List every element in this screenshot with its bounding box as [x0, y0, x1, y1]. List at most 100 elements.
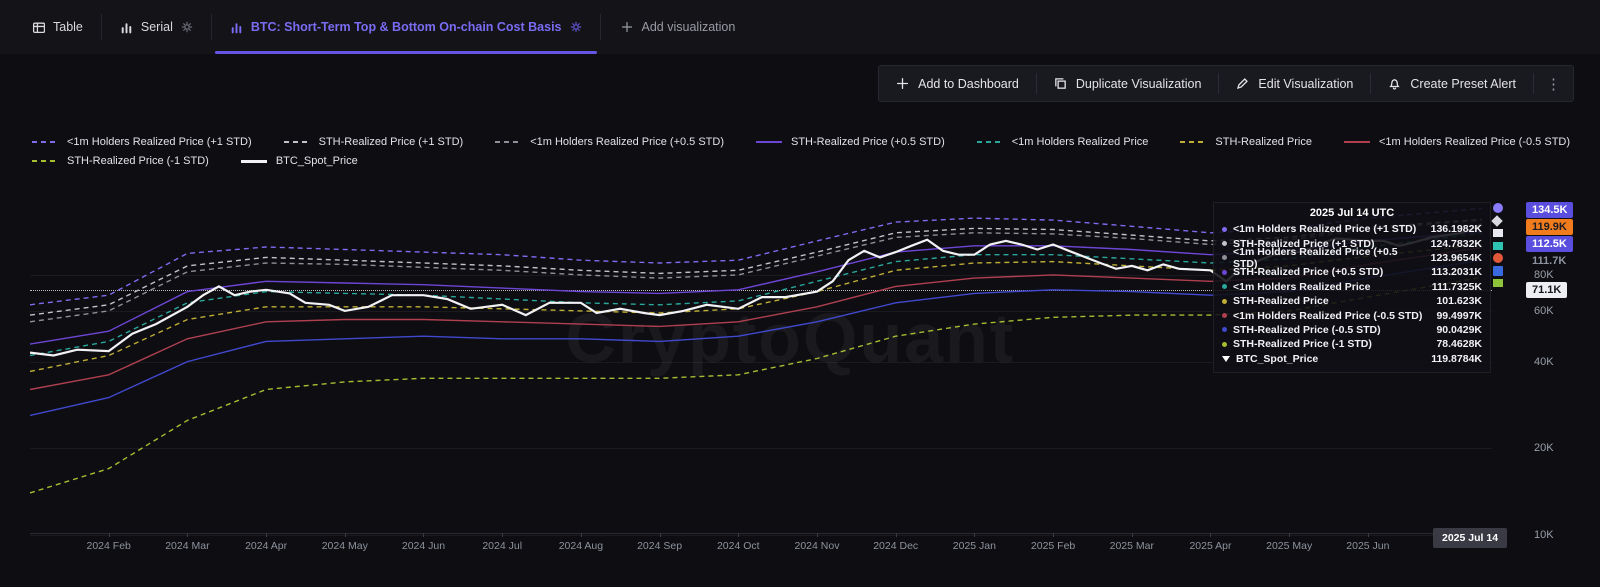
tooltip-row: <1m Holders Realized Price 111.7325K — [1222, 280, 1482, 294]
legend-item[interactable]: STH-Realized Price (+1 STD) — [283, 136, 463, 148]
bell-icon — [1388, 77, 1401, 90]
chart-legend: <1m Holders Realized Price (+1 STD) STH-R… — [32, 136, 1600, 167]
x-axis-label: 2024 Apr — [245, 540, 288, 552]
add-visualization-button[interactable]: Add visualization — [601, 20, 756, 34]
series-dot-icon — [1222, 327, 1227, 333]
tooltip-series-name: <1m Holders Realized Price (-0.5 STD) — [1233, 309, 1423, 322]
legend-label: <1m Holders Realized Price (+0.5 STD) — [530, 136, 724, 148]
legend-swatch — [495, 141, 522, 143]
tooltip-date: 2025 Jul 14 UTC — [1309, 207, 1395, 219]
gear-icon[interactable] — [570, 21, 582, 33]
legend-item[interactable]: <1m Holders Realized Price — [976, 136, 1148, 148]
legend-item[interactable]: <1m Holders Realized Price (-0.5 STD) — [1343, 136, 1571, 148]
legend-label: STH-Realized Price (+0.5 STD) — [791, 136, 945, 148]
legend-item[interactable]: BTC_Spot_Price — [240, 155, 358, 167]
duplicate-visualization-button[interactable]: Duplicate Visualization — [1037, 66, 1219, 101]
legend-item[interactable]: <1m Holders Realized Price (+1 STD) — [32, 136, 252, 148]
legend-label: STH-Realized Price (-1 STD) — [67, 155, 209, 167]
tooltip-row: STH-Realized Price (-0.5 STD) 90.0429K — [1222, 323, 1482, 337]
series-end-markers — [1490, 190, 1512, 535]
more-options-button[interactable]: ⋮ — [1546, 75, 1561, 93]
x-axis-label: 2024 Feb — [86, 540, 131, 552]
x-axis-line — [30, 533, 1492, 534]
legend-row: <1m Holders Realized Price (+1 STD) STH-R… — [32, 136, 1600, 148]
x-axis-label: 2025 May — [1266, 540, 1313, 552]
table-icon — [32, 21, 45, 34]
tab-divider — [599, 14, 601, 40]
tooltip-series-name: STH-Realized Price (-1 STD) — [1233, 338, 1372, 351]
y-axis-label: 10K — [1534, 529, 1554, 541]
tab-serial[interactable]: Serial — [102, 0, 211, 54]
x-axis-tick — [1289, 533, 1291, 537]
tab-table[interactable]: Table — [14, 0, 101, 54]
ring-marker-icon — [1493, 203, 1503, 214]
x-axis-label: 2024 Aug — [558, 540, 604, 552]
x-axis-label: 2024 Jun — [401, 540, 446, 552]
x-axis-label: 2024 May — [321, 540, 368, 552]
x-axis-label: 2024 Dec — [873, 540, 919, 552]
tooltip-series-name: STH-Realized Price (+0.5 STD) — [1233, 266, 1384, 279]
series-line — [30, 219, 1483, 323]
x-axis-tick — [1210, 533, 1212, 537]
gear-icon[interactable] — [181, 21, 193, 33]
toolbar-button-label: Duplicate Visualization — [1075, 76, 1202, 91]
chart-tooltip: 2025 Jul 14 UTC <1m Holders Realized Pri… — [1213, 202, 1491, 373]
series-dot-icon — [1222, 341, 1227, 347]
tri-up-marker-icon — [1493, 279, 1503, 288]
y-axis-label: 20K — [1534, 442, 1554, 455]
create-preset-alert-button[interactable]: Create Preset Alert — [1371, 66, 1533, 101]
legend-item[interactable]: STH-Realized Price (+0.5 STD) — [756, 136, 945, 148]
x-axis-tick — [816, 533, 818, 537]
tri-down-marker-icon — [1493, 241, 1503, 250]
chart-icon — [120, 21, 133, 34]
tab-bar: Table Serial BTC: Short-Term Top & Bottom … — [0, 0, 1600, 54]
tooltip-series-name: <1m Holders Realized Price (+1 STD) — [1233, 223, 1417, 236]
edit-visualization-button[interactable]: Edit Visualization — [1219, 66, 1370, 101]
price-badge: 112.5K — [1526, 235, 1573, 252]
tooltip-series-value: 123.9654K — [1430, 251, 1482, 264]
tooltip-series-value: 136.1982K — [1430, 223, 1482, 236]
x-axis-tick — [738, 533, 740, 537]
duplicate-icon — [1054, 77, 1067, 90]
add-to-dashboard-button[interactable]: Add to Dashboard — [879, 66, 1036, 101]
gridline — [30, 535, 1492, 536]
x-axis-tick — [344, 533, 346, 537]
toolbar-button-label: Add to Dashboard — [918, 76, 1019, 91]
ref-line-badge: 71.1K — [1526, 281, 1568, 298]
legend-label: <1m Holders Realized Price (-0.5 STD) — [1378, 136, 1571, 148]
gridline — [30, 361, 1492, 363]
legend-swatch — [1180, 141, 1207, 143]
tooltip-row: STH-Realized Price 101.623K — [1222, 294, 1482, 308]
toolbar-divider — [1370, 73, 1372, 94]
series-line — [30, 276, 1483, 494]
tooltip-series-name: STH-Realized Price (-0.5 STD) — [1233, 323, 1381, 336]
tab-divider — [100, 14, 102, 40]
tooltip-series-value: 119.8784K — [1431, 352, 1482, 365]
y-axis-label: 60K — [1534, 304, 1554, 317]
spot-price-marker-icon — [1222, 355, 1230, 362]
tab-active-visualization[interactable]: BTC: Short-Term Top & Bottom On-chain Co… — [212, 0, 600, 54]
y-axis: 80K 60K 40K 20K 10K 71.1K 134.5K 119.9K 112.5K 11… — [1524, 190, 1600, 550]
legend-label: STH-Realized Price — [1215, 136, 1312, 148]
toolbar-divider — [1533, 73, 1534, 94]
series-dot-icon — [1222, 226, 1227, 232]
chart-icon — [230, 21, 243, 34]
tooltip-row: STH-Realized Price (+1 STD) 124.7832K — [1222, 236, 1482, 250]
gridline — [30, 310, 1492, 312]
legend-swatch — [756, 141, 782, 143]
x-axis-tick — [266, 533, 268, 537]
circle-marker-icon — [1493, 253, 1503, 264]
legend-item[interactable]: <1m Holders Realized Price (+0.5 STD) — [495, 136, 724, 148]
x-axis-tick — [187, 533, 189, 537]
add-visualization-label: Add visualization — [641, 20, 736, 34]
y-axis-label: 40K — [1534, 355, 1554, 368]
legend-item[interactable]: STH-Realized Price — [1180, 136, 1312, 148]
legend-item[interactable]: STH-Realized Price (-1 STD) — [32, 155, 209, 167]
series-dot-icon — [1222, 313, 1227, 319]
x-axis-label: 2025 Feb — [1030, 540, 1076, 552]
tooltip-series-name: STH-Realized Price — [1233, 295, 1329, 308]
diamond-marker-icon — [1491, 215, 1503, 227]
tooltip-row: BTC_Spot_Price 119.8784K — [1222, 352, 1482, 366]
series-line — [30, 246, 1483, 391]
legend-swatch — [32, 160, 58, 162]
